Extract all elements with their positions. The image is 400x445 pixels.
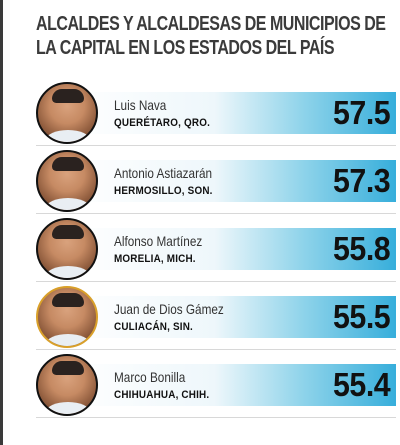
row-divider [36,281,396,282]
score-band [66,364,396,406]
avatar [36,150,98,212]
mayor-city: QUERÉTARO, QRO. [114,117,211,129]
score-band [66,228,396,270]
avatar [36,82,98,144]
chart-title-line-1: ALCALDES Y ALCALDESAS DE MUNICIPIOS DE [36,13,386,35]
mayor-name: Alfonso Martínez [114,233,203,249]
mayor-name: Antonio Astiazarán [114,165,213,181]
score-band [66,296,396,338]
score-band [66,160,396,202]
approval-score: 55.5 [332,298,391,335]
avatar [36,218,98,280]
row-divider [36,349,396,350]
ranking-list: Luis Nava QUERÉTARO, QRO. 57.5 Antonio A… [36,80,396,430]
approval-score: 55.8 [332,230,391,267]
row-divider [36,145,396,146]
ranking-row: Juan de Dios Gámez CULIACÁN, SIN. 55.5 [36,284,396,350]
approval-score: 57.5 [332,94,391,131]
approval-score: 57.3 [332,162,391,199]
mayor-name: Juan de Dios Gámez [114,301,224,317]
approval-score: 55.4 [332,366,391,403]
mayor-city: CULIACÁN, SIN. [114,321,193,333]
chart-title-line-2: LA CAPITAL EN LOS ESTADOS DEL PAÍS [36,37,335,59]
mayor-city: CHIHUAHUA, CHIH. [114,389,210,401]
left-frame-bar [0,0,3,445]
mayor-city: MORELIA, MICH. [114,253,196,265]
ranking-row: Alfonso Martínez MORELIA, MICH. 55.8 [36,216,396,282]
avatar [36,354,98,416]
row-divider [36,213,396,214]
avatar [36,286,98,348]
ranking-row: Luis Nava QUERÉTARO, QRO. 57.5 [36,80,396,146]
ranking-row: Antonio Astiazarán HERMOSILLO, SON. 57.3 [36,148,396,214]
ranking-row: Marco Bonilla CHIHUAHUA, CHIH. 55.4 [36,352,396,418]
row-divider [36,417,396,418]
mayor-name: Luis Nava [114,97,167,113]
score-band [66,92,396,134]
mayor-name: Marco Bonilla [114,369,186,385]
mayor-city: HERMOSILLO, SON. [114,185,213,197]
chart-title: ALCALDES Y ALCALDESAS DE MUNICIPIOS DE L… [36,12,388,60]
